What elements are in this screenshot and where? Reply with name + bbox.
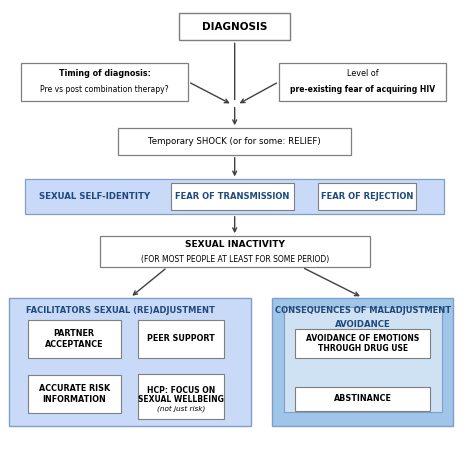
- FancyBboxPatch shape: [100, 236, 370, 267]
- Text: FEAR OF REJECTION: FEAR OF REJECTION: [321, 192, 413, 201]
- FancyBboxPatch shape: [138, 320, 224, 358]
- FancyBboxPatch shape: [28, 320, 121, 358]
- Text: (not just risk): (not just risk): [157, 405, 205, 412]
- FancyBboxPatch shape: [283, 307, 442, 413]
- FancyBboxPatch shape: [28, 375, 121, 413]
- FancyBboxPatch shape: [279, 63, 447, 101]
- FancyBboxPatch shape: [272, 298, 453, 426]
- Text: PARTNER
ACCEPTANCE: PARTNER ACCEPTANCE: [45, 329, 103, 349]
- FancyBboxPatch shape: [179, 13, 291, 40]
- Text: pre-existing fear of acquiring HIV: pre-existing fear of acquiring HIV: [290, 85, 435, 94]
- Text: (FOR MOST PEOPLE AT LEAST FOR SOME PERIOD): (FOR MOST PEOPLE AT LEAST FOR SOME PERIO…: [141, 255, 329, 263]
- Text: FEAR OF TRANSMISSION: FEAR OF TRANSMISSION: [175, 192, 290, 201]
- Text: SEXUAL WELLBEING: SEXUAL WELLBEING: [138, 395, 224, 404]
- FancyBboxPatch shape: [9, 298, 251, 426]
- FancyBboxPatch shape: [295, 387, 430, 411]
- Text: SEXUAL INACTIVITY: SEXUAL INACTIVITY: [185, 240, 284, 249]
- FancyBboxPatch shape: [295, 328, 430, 359]
- Text: PEER SUPPORT: PEER SUPPORT: [147, 334, 215, 343]
- Text: AVOIDANCE: AVOIDANCE: [335, 320, 391, 329]
- FancyBboxPatch shape: [26, 179, 444, 214]
- Text: Level of: Level of: [347, 69, 378, 78]
- Text: FACILITATORS SEXUAL (RE)ADJUSTMENT: FACILITATORS SEXUAL (RE)ADJUSTMENT: [26, 306, 215, 315]
- Text: Timing of diagnosis:: Timing of diagnosis:: [58, 69, 150, 78]
- Text: Temporary SHOCK (or for some: RELIEF): Temporary SHOCK (or for some: RELIEF): [148, 137, 321, 146]
- Text: ABSTINANCE: ABSTINANCE: [334, 394, 392, 403]
- Text: (of behaviours or emotions): (of behaviours or emotions): [311, 332, 414, 339]
- FancyBboxPatch shape: [319, 183, 416, 210]
- Text: SEXUAL SELF-IDENTITY: SEXUAL SELF-IDENTITY: [39, 192, 150, 201]
- Text: Pre vs post combination therapy?: Pre vs post combination therapy?: [40, 85, 169, 94]
- Text: CONSEQUENCES OF MALADJUSTMENT: CONSEQUENCES OF MALADJUSTMENT: [274, 306, 451, 315]
- FancyBboxPatch shape: [138, 374, 224, 419]
- Text: AVOIDANCE OF EMOTIONS
THROUGH DRUG USE: AVOIDANCE OF EMOTIONS THROUGH DRUG USE: [306, 334, 419, 353]
- FancyBboxPatch shape: [118, 128, 351, 155]
- Text: HCP: FOCUS ON: HCP: FOCUS ON: [147, 386, 215, 395]
- FancyBboxPatch shape: [171, 183, 294, 210]
- FancyBboxPatch shape: [21, 63, 188, 101]
- Text: DIAGNOSIS: DIAGNOSIS: [202, 22, 267, 31]
- Text: ACCURATE RISK
INFORMATION: ACCURATE RISK INFORMATION: [39, 384, 110, 404]
